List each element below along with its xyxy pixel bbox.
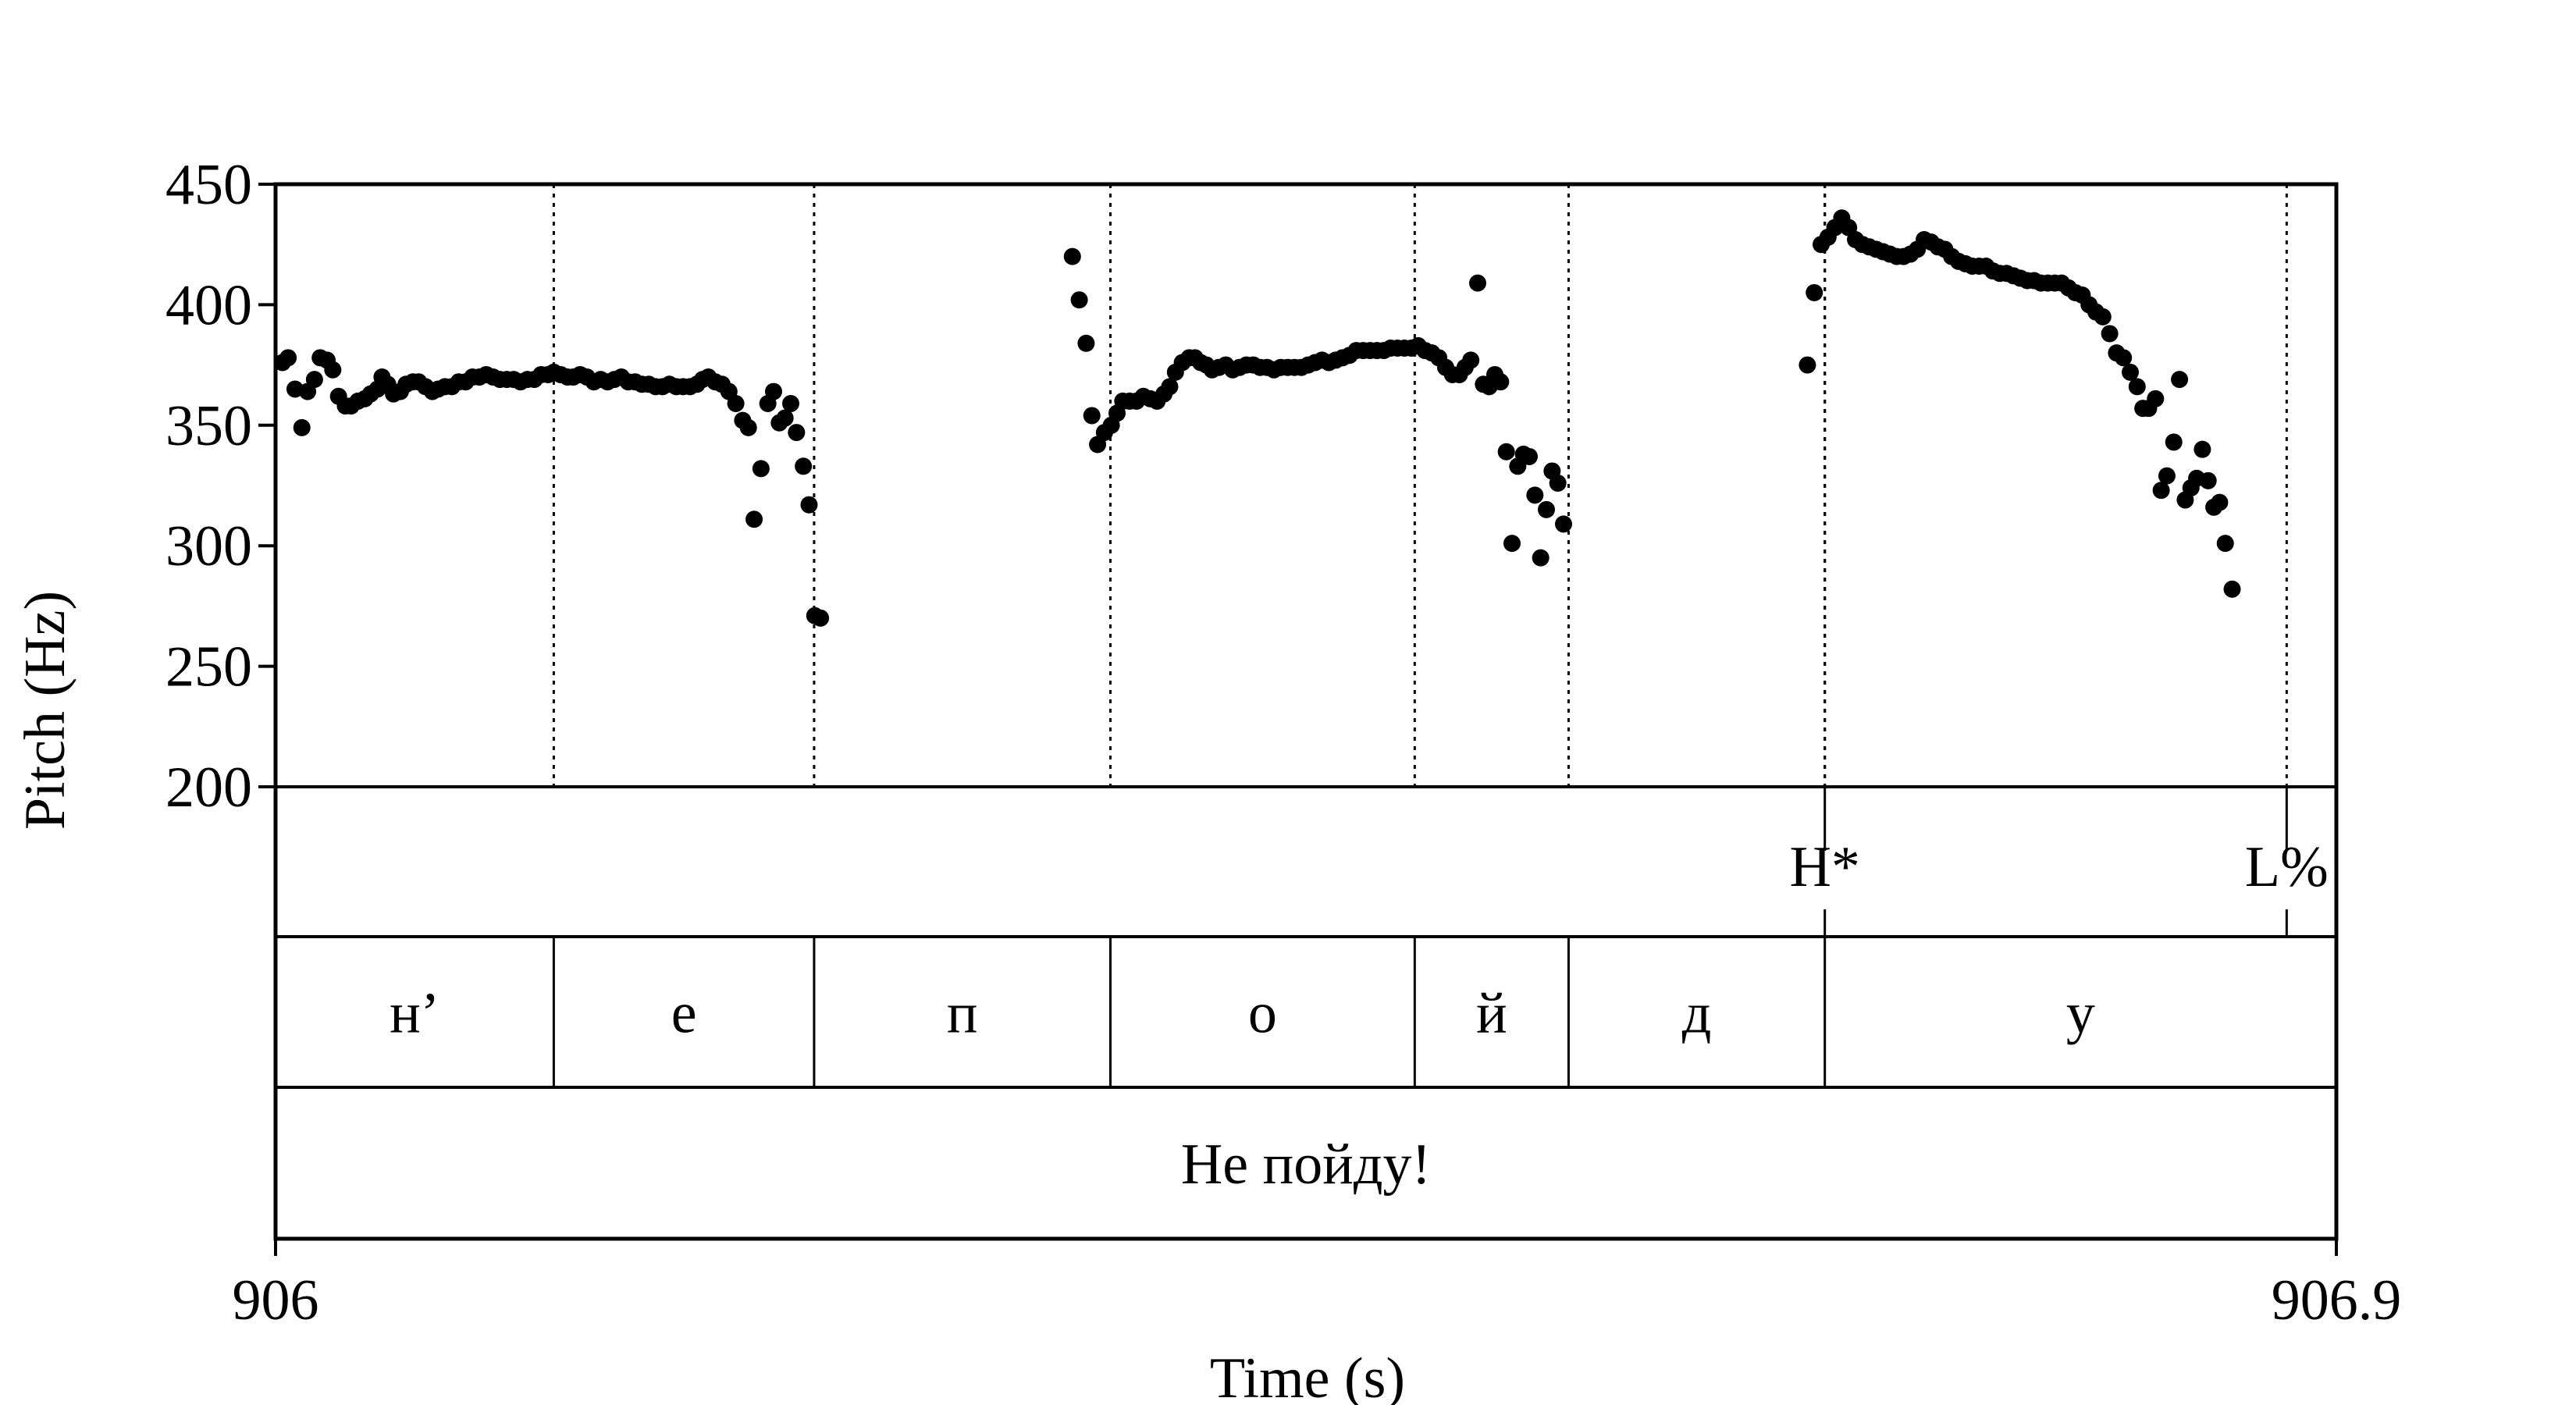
pitch-point [2216, 535, 2234, 553]
pitch-point [2147, 389, 2165, 407]
pitch-points [273, 209, 2241, 627]
segment-label: д [1682, 982, 1712, 1046]
pitch-point [1063, 247, 1081, 265]
pitch-point [776, 409, 794, 427]
pitch-point [1799, 356, 1816, 374]
pitch-point [1497, 443, 1515, 461]
segment-label: н’ [390, 982, 439, 1046]
pitch-point [1538, 500, 1555, 518]
segment-label: й [1476, 982, 1507, 1046]
pitch-point [2165, 433, 2183, 451]
y-tick-label: 350 [165, 394, 252, 458]
y-tick-label: 400 [165, 273, 252, 337]
pitch-point [305, 371, 323, 389]
pitch-point [1161, 378, 1179, 396]
pitch-point [2115, 349, 2133, 367]
tone-label: H* [1789, 835, 1859, 899]
utterance-label: Не пойду! [1181, 1133, 1431, 1197]
pitch-point [2223, 580, 2241, 598]
pitch-point [1462, 351, 1480, 369]
plot-frame [273, 182, 2339, 1241]
x-tick-label: 906.9 [2272, 1268, 2402, 1332]
pitch-point [800, 496, 818, 514]
pitch-point [1492, 373, 1510, 391]
y-axis-title: Pitch (Hz) [13, 591, 77, 830]
pitch-point [2094, 308, 2112, 325]
y-tick-label: 250 [165, 635, 252, 699]
y-tick-label: 200 [165, 756, 252, 820]
pitch-point [279, 349, 297, 367]
pitch-point [795, 457, 813, 475]
pitch-point [1526, 486, 1544, 504]
pitch-point [324, 361, 342, 379]
segment-label: п [947, 982, 978, 1046]
pitch-point [1083, 407, 1101, 425]
pitch-point [1077, 334, 1095, 352]
segment-label: о [1248, 982, 1277, 1046]
pitch-point [2199, 471, 2217, 489]
pitch-point [765, 382, 782, 400]
pitch-point [1503, 535, 1521, 553]
segment-label: у [2066, 982, 2095, 1046]
boundary-lines [552, 184, 2288, 787]
pitch-point [788, 424, 806, 442]
pitch-point [2158, 467, 2176, 485]
pitch-point [1070, 291, 1088, 309]
tone-label: L% [2245, 835, 2329, 899]
pitch-point [812, 609, 830, 627]
pitch-point [782, 395, 799, 413]
pitch-point [1521, 447, 1538, 465]
x-axis-title: Time (s) [1210, 1346, 1405, 1405]
segment-label: е [671, 982, 697, 1046]
pitch-point [752, 460, 770, 478]
pitch-point [2194, 440, 2211, 458]
pitch-point [1532, 549, 1550, 567]
pitch-point [1469, 274, 1486, 292]
pitch-point [2122, 363, 2139, 381]
pitch-point [2128, 378, 2146, 396]
pitch-point [293, 418, 311, 436]
pitch-point [727, 395, 745, 413]
pitch-point [1555, 515, 1572, 533]
pitch-point [1806, 283, 1823, 301]
y-tick-label: 300 [165, 514, 252, 578]
pitch-point [739, 418, 757, 436]
annotation-tiers: H* L% н’ е п о й д у Не пойду! [390, 787, 2329, 1197]
pitch-point [745, 510, 763, 528]
pitch-point [2211, 493, 2229, 511]
outer-frame [273, 182, 2339, 1241]
pitch-point [2152, 482, 2170, 500]
pitch-point [1549, 474, 1567, 492]
y-tick-label: 450 [165, 153, 252, 217]
pitch-point [2171, 371, 2189, 389]
y-axis: 450 400 350 300 250 200 [165, 153, 276, 820]
pitch-point [2101, 325, 2119, 343]
x-tick-label: 906 [233, 1268, 319, 1332]
x-axis: 906 906.9 [233, 1239, 2402, 1332]
